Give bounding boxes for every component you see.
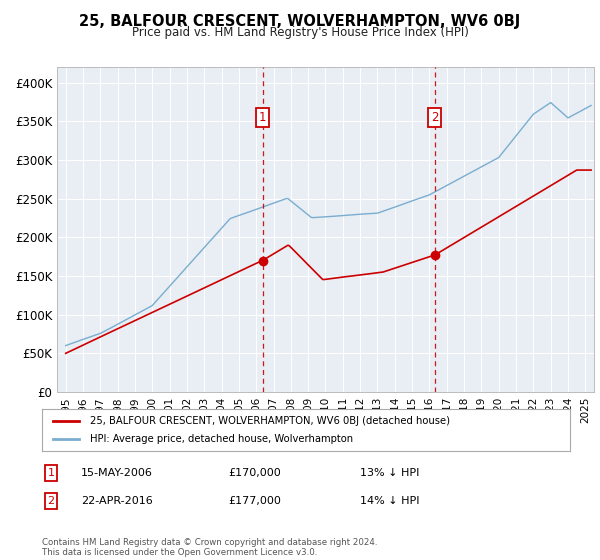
Text: 1: 1 [47, 468, 55, 478]
Text: 25, BALFOUR CRESCENT, WOLVERHAMPTON, WV6 0BJ (detached house): 25, BALFOUR CRESCENT, WOLVERHAMPTON, WV6… [89, 416, 449, 426]
Text: 25, BALFOUR CRESCENT, WOLVERHAMPTON, WV6 0BJ: 25, BALFOUR CRESCENT, WOLVERHAMPTON, WV6… [79, 14, 521, 29]
Text: Contains HM Land Registry data © Crown copyright and database right 2024.
This d: Contains HM Land Registry data © Crown c… [42, 538, 377, 557]
Text: 2: 2 [47, 496, 55, 506]
Text: 15-MAY-2006: 15-MAY-2006 [81, 468, 153, 478]
Text: £170,000: £170,000 [228, 468, 281, 478]
Text: 14% ↓ HPI: 14% ↓ HPI [360, 496, 419, 506]
Text: 13% ↓ HPI: 13% ↓ HPI [360, 468, 419, 478]
Text: Price paid vs. HM Land Registry's House Price Index (HPI): Price paid vs. HM Land Registry's House … [131, 26, 469, 39]
Text: £177,000: £177,000 [228, 496, 281, 506]
Text: 2: 2 [431, 111, 439, 124]
Text: HPI: Average price, detached house, Wolverhampton: HPI: Average price, detached house, Wolv… [89, 434, 353, 444]
Text: 22-APR-2016: 22-APR-2016 [81, 496, 153, 506]
Text: 1: 1 [259, 111, 266, 124]
